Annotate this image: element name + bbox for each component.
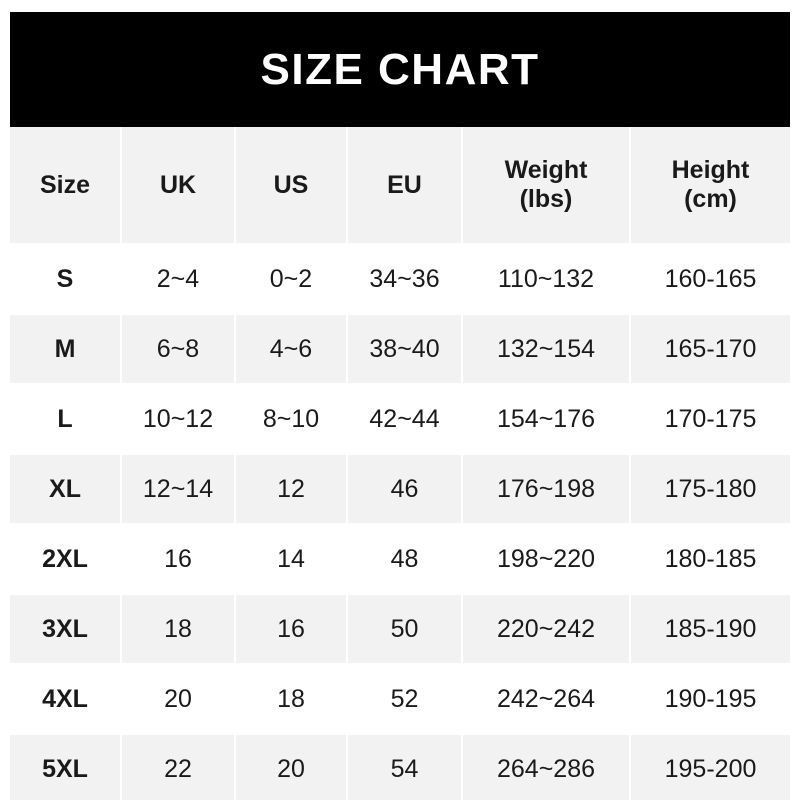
cell-us: 8~10 bbox=[235, 384, 348, 455]
cell-us: 20 bbox=[235, 734, 348, 800]
cell-uk: 16 bbox=[121, 524, 236, 595]
page-title: SIZE CHART bbox=[260, 44, 540, 94]
cell-weight: 198~220 bbox=[462, 524, 631, 595]
cell-size: L bbox=[10, 384, 122, 455]
column-header-size: Size bbox=[10, 127, 122, 245]
cell-eu: 42~44 bbox=[347, 384, 463, 455]
cell-eu: 34~36 bbox=[347, 244, 463, 315]
table-row: 4XL 20 18 52 242~264 190-195 bbox=[10, 664, 790, 735]
cell-weight: 132~154 bbox=[462, 314, 631, 385]
cell-height: 190-195 bbox=[630, 664, 790, 735]
cell-us: 14 bbox=[235, 524, 348, 595]
cell-eu: 54 bbox=[347, 734, 463, 800]
cell-size: 5XL bbox=[10, 734, 122, 800]
table-header: Size UK US EU bbox=[10, 127, 790, 245]
cell-size: 2XL bbox=[10, 524, 122, 595]
column-header-weight-label: Weight bbox=[504, 156, 588, 185]
cell-uk: 2~4 bbox=[121, 244, 236, 315]
cell-weight: 154~176 bbox=[462, 384, 631, 455]
cell-weight: 264~286 bbox=[462, 734, 631, 800]
column-header-eu-label: EU bbox=[387, 170, 422, 199]
cell-us: 4~6 bbox=[235, 314, 348, 385]
cell-size: S bbox=[10, 244, 122, 315]
cell-us: 12 bbox=[235, 454, 348, 525]
cell-us: 18 bbox=[235, 664, 348, 735]
column-header-uk-label: UK bbox=[159, 170, 197, 199]
table-row: XL 12~14 12 46 176~198 175-180 bbox=[10, 454, 790, 525]
cell-uk: 20 bbox=[121, 664, 236, 735]
column-header-eu: EU bbox=[347, 127, 463, 245]
size-chart-table: Size UK US EU bbox=[10, 127, 790, 800]
cell-weight: 110~132 bbox=[462, 244, 631, 315]
table-body: S 2~4 0~2 34~36 110~132 160-165 M 6~8 4~… bbox=[10, 244, 790, 800]
cell-height: 165-170 bbox=[630, 314, 790, 385]
cell-eu: 50 bbox=[347, 594, 463, 665]
cell-uk: 22 bbox=[121, 734, 236, 800]
table-row: 2XL 16 14 48 198~220 180-185 bbox=[10, 524, 790, 595]
column-header-height: Height (cm) bbox=[630, 127, 790, 245]
cell-eu: 46 bbox=[347, 454, 463, 525]
table-row: 3XL 18 16 50 220~242 185-190 bbox=[10, 594, 790, 665]
cell-eu: 48 bbox=[347, 524, 463, 595]
column-header-uk: UK bbox=[121, 127, 236, 245]
cell-size: 4XL bbox=[10, 664, 122, 735]
column-header-weight: Weight (lbs) bbox=[462, 127, 631, 245]
column-header-us: US bbox=[235, 127, 348, 245]
cell-size: 3XL bbox=[10, 594, 122, 665]
cell-height: 170-175 bbox=[630, 384, 790, 455]
cell-uk: 10~12 bbox=[121, 384, 236, 455]
column-header-height-label: Height bbox=[671, 156, 750, 185]
cell-size: M bbox=[10, 314, 122, 385]
cell-height: 195-200 bbox=[664, 754, 757, 783]
header-row: Size UK US EU bbox=[10, 127, 790, 245]
cell-uk: 12~14 bbox=[121, 454, 236, 525]
cell-uk: 6~8 bbox=[121, 314, 236, 385]
cell-weight: 242~264 bbox=[462, 664, 631, 735]
column-header-weight-unit: (lbs) bbox=[519, 185, 573, 213]
title-banner: SIZE CHART bbox=[10, 12, 790, 127]
column-header-us-label: US bbox=[273, 170, 309, 199]
cell-weight: 220~242 bbox=[462, 594, 631, 665]
cell-height: 175-180 bbox=[630, 454, 790, 525]
cell-uk: 18 bbox=[121, 594, 236, 665]
cell-us: 0~2 bbox=[235, 244, 348, 315]
cell-weight: 176~198 bbox=[462, 454, 631, 525]
table-row: M 6~8 4~6 38~40 132~154 165-170 bbox=[10, 314, 790, 385]
cell-eu: 52 bbox=[347, 664, 463, 735]
cell-eu: 38~40 bbox=[347, 314, 463, 385]
table-row: 5XL 22 20 54 264~286 195-200 bbox=[10, 734, 790, 800]
table-row: L 10~12 8~10 42~44 154~176 170-175 bbox=[10, 384, 790, 455]
cell-height: 160-165 bbox=[630, 244, 790, 315]
cell-size: XL bbox=[10, 454, 122, 525]
cell-height: 185-190 bbox=[630, 594, 790, 665]
cell-height: 180-185 bbox=[630, 524, 790, 595]
table-row: S 2~4 0~2 34~36 110~132 160-165 bbox=[10, 244, 790, 315]
column-header-size-label: Size bbox=[39, 170, 91, 199]
column-header-height-unit: (cm) bbox=[684, 185, 737, 213]
cell-us: 16 bbox=[235, 594, 348, 665]
